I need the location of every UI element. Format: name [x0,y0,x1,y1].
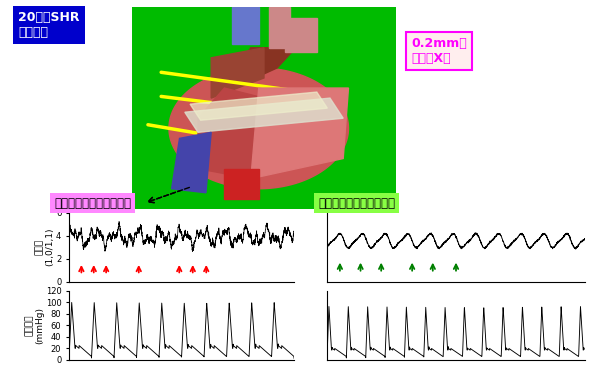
Text: タンパクの周期的な挙動: タンパクの周期的な挙動 [318,197,395,210]
Text: 20週齢SHR
肥大心臓: 20週齢SHR 肥大心臓 [18,11,79,39]
Polygon shape [169,68,349,189]
Polygon shape [198,88,264,179]
Polygon shape [185,98,343,132]
Polygon shape [211,48,264,98]
Y-axis label: 左心室圧
(mmHg): 左心室圧 (mmHg) [25,307,44,344]
Text: タンパクの不規則な挙動: タンパクの不規則な挙動 [54,197,131,210]
Polygon shape [232,7,259,44]
Polygon shape [190,92,328,120]
Polygon shape [224,169,259,199]
Y-axis label: 輝度比
(1,0/1,1): 輝度比 (1,0/1,1) [35,228,55,266]
Polygon shape [172,132,211,193]
Polygon shape [251,88,349,179]
Polygon shape [269,7,290,48]
Polygon shape [285,18,317,52]
Polygon shape [224,48,296,92]
Text: 0.2mm径
放射光X線: 0.2mm径 放射光X線 [411,37,467,65]
